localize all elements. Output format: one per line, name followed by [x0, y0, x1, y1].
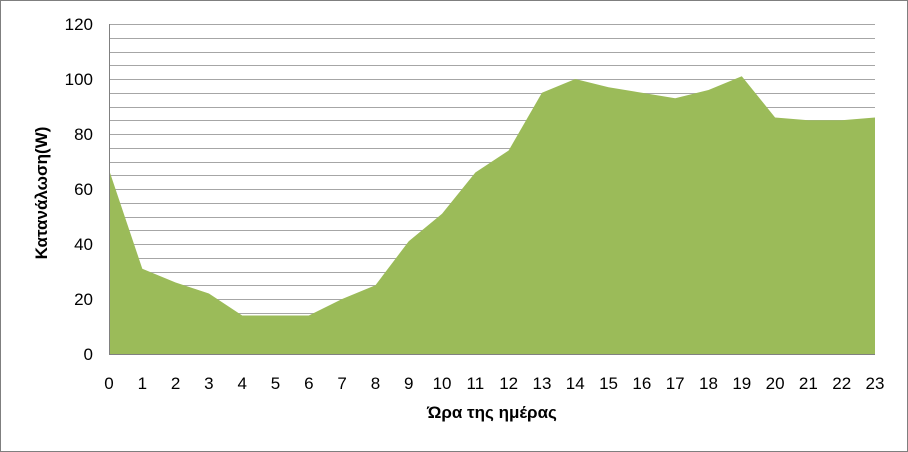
x-tick-label: 6: [304, 374, 313, 393]
x-tick-label: 0: [104, 374, 113, 393]
x-tick-label: 5: [271, 374, 280, 393]
x-tick-label: 23: [866, 374, 885, 393]
x-tick-label: 15: [599, 374, 618, 393]
x-tick-label: 8: [371, 374, 380, 393]
series-layer: [109, 76, 875, 354]
y-axis-title: Κατανάλωση(W): [32, 127, 51, 260]
x-tick-label: 9: [404, 374, 413, 393]
y-tick-labels: 0 20 40 60 80 100 120: [65, 15, 93, 364]
y-tick-label: 80: [74, 125, 93, 144]
x-tick-label: 12: [499, 374, 518, 393]
y-tick-label: 40: [74, 235, 93, 254]
y-tick-label: 20: [74, 290, 93, 309]
y-tick-label: 100: [65, 70, 93, 89]
x-tick-label: 14: [566, 374, 585, 393]
x-tick-label: 17: [666, 374, 685, 393]
x-tick-label: 1: [138, 374, 147, 393]
x-tick-label: 7: [337, 374, 346, 393]
x-tick-label: 16: [632, 374, 651, 393]
x-tick-label: 21: [799, 374, 818, 393]
y-tick-label: 60: [74, 180, 93, 199]
x-tick-label: 3: [204, 374, 213, 393]
y-tick-label: 120: [65, 15, 93, 34]
x-axis-title: Ώρα της ημέρας: [426, 403, 557, 422]
x-tick-label: 2: [171, 374, 180, 393]
area-series: [109, 76, 875, 354]
y-tick-label: 0: [84, 345, 93, 364]
x-tick-label: 4: [237, 374, 246, 393]
x-tick-label: 13: [532, 374, 551, 393]
x-tick-label: 11: [467, 374, 485, 393]
x-tick-label: 20: [766, 374, 785, 393]
x-tick-label: 10: [433, 374, 452, 393]
x-tick-label: 22: [832, 374, 851, 393]
axes: [109, 24, 875, 355]
x-tick-label: 18: [699, 374, 718, 393]
x-tick-label: 19: [732, 374, 751, 393]
x-tick-labels: 0 1 2 3 4 5 6 7 8 9 10 11 12 13 14 15 16 17 18 19 20 21 22 23: [104, 374, 884, 393]
